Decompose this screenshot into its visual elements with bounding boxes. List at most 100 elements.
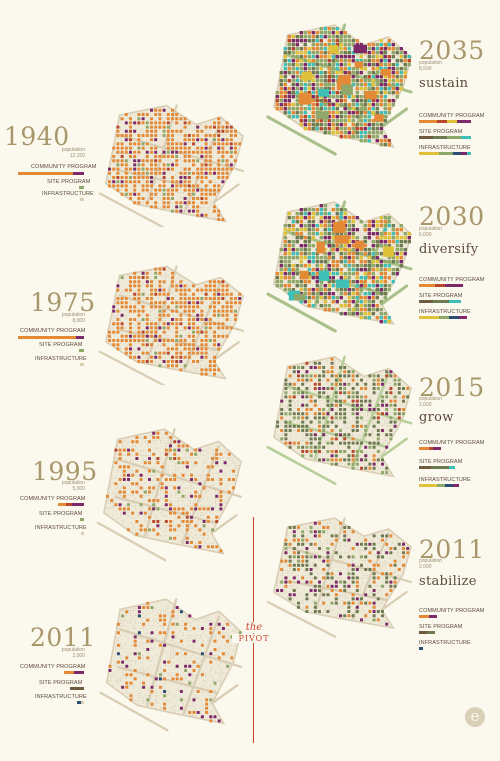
program-cells <box>276 357 410 474</box>
street <box>211 684 239 705</box>
map-2011-current <box>99 598 243 732</box>
program-block <box>383 246 394 257</box>
street <box>266 600 337 638</box>
verb-2011-pivot: stabilize <box>419 574 477 589</box>
site-program-bar-2030 <box>419 300 461 303</box>
program-block <box>315 111 329 120</box>
pivot-title: PIVOT <box>232 634 276 643</box>
site-program-bar-2035 <box>419 136 471 139</box>
program-block <box>380 68 391 76</box>
block-texture <box>105 430 239 554</box>
site-program-label-2011-pivot: SITE PROGRAM <box>419 624 463 630</box>
site-program-label-2030: SITE PROGRAM <box>419 293 463 299</box>
program-block <box>333 221 346 233</box>
infrastructure-label-2011-pivot: INFRASTRUCTURE <box>419 640 471 646</box>
infrastructure-bar-2030 <box>419 316 467 319</box>
verb-2030: diversify <box>419 242 479 257</box>
infrastructure-label-2035: INFRASTRUCTURE <box>419 145 471 151</box>
program-block <box>298 93 312 104</box>
publisher-logo: e <box>465 707 485 727</box>
community-program-label-1940: COMMUNITY PROGRAM <box>31 164 97 170</box>
infrastructure-bar-1995 <box>81 532 84 535</box>
infrastructure-label-1975: INFRASTRUCTURE <box>35 356 87 362</box>
street <box>266 115 337 156</box>
program-block <box>317 89 330 97</box>
population-2030: population 6,000 <box>419 226 443 238</box>
year-1995: 1995 <box>32 457 98 486</box>
program-cells <box>108 601 242 723</box>
infrastructure-bar-2035 <box>419 152 471 155</box>
year-1975: 1975 <box>30 288 96 317</box>
site-program-label-2011-current: SITE PROGRAM <box>39 680 83 686</box>
pivot-the-text: the <box>243 622 265 633</box>
infrastructure-label-1995: INFRASTRUCTURE <box>35 525 87 531</box>
infrastructure-bar-2015 <box>419 484 459 487</box>
population-1940: population 12,150 <box>61 147 85 159</box>
program-block <box>316 241 325 254</box>
year-2015: 2015 <box>419 373 485 402</box>
program-block <box>341 84 353 95</box>
infrastructure-bar-1975 <box>80 363 84 366</box>
population-2035: population 8,500 <box>419 60 443 72</box>
community-program-bar-2011-pivot <box>419 615 437 618</box>
community-program-bar-2035 <box>419 120 471 123</box>
year-1940: 1940 <box>4 122 70 151</box>
street <box>210 514 238 535</box>
program-block <box>334 235 349 244</box>
street <box>212 341 240 362</box>
street <box>380 107 409 129</box>
program-block <box>300 270 309 280</box>
street <box>99 691 169 732</box>
infrastructure-bar-1940 <box>80 198 84 201</box>
community-program-label-2035: COMMUNITY PROGRAM <box>419 113 485 119</box>
population-2011-pivot: population 2,000 <box>419 558 443 570</box>
site-program-bar-2011-pivot <box>419 631 435 634</box>
site-program-label-1940: SITE PROGRAM <box>47 179 91 185</box>
program-cells <box>108 108 242 221</box>
infrastructure-label-2030: INFRASTRUCTURE <box>419 309 471 315</box>
street <box>351 532 390 621</box>
verb-2015: grow <box>419 410 454 425</box>
street <box>116 458 243 498</box>
program-block <box>353 44 368 54</box>
community-program-bar-1995 <box>58 503 84 506</box>
site-program-bar-1975 <box>79 349 84 352</box>
street <box>119 628 243 668</box>
site-program-label-2015: SITE PROGRAM <box>419 459 463 465</box>
population-2015: population 2,000 <box>419 396 443 408</box>
street <box>212 183 240 204</box>
street <box>380 437 408 459</box>
program-block <box>337 75 351 85</box>
street <box>266 292 337 333</box>
community-program-label-2011-pivot: COMMUNITY PROGRAM <box>419 608 485 614</box>
community-program-bar-2030 <box>419 284 463 287</box>
site-program-bar-1995 <box>80 518 84 521</box>
community-program-bar-1975 <box>18 336 84 339</box>
program-block <box>318 270 330 281</box>
year-2011-current: 2011 <box>30 623 96 652</box>
map-1995 <box>96 428 243 562</box>
program-block <box>364 90 377 100</box>
infrastructure-label-1940: INFRASTRUCTURE <box>42 191 94 197</box>
street <box>146 104 178 206</box>
map-2030 <box>266 200 413 333</box>
site-program-bar-2011-current <box>70 687 84 690</box>
program-block <box>354 61 364 68</box>
program-block <box>329 45 338 54</box>
infrastructure-label-2015: INFRASTRUCTURE <box>419 477 471 483</box>
street <box>183 281 222 371</box>
street <box>380 590 408 612</box>
site-program-label-2035: SITE PROGRAM <box>419 129 463 135</box>
program-cells <box>106 431 235 553</box>
street <box>380 284 409 306</box>
program-cells <box>108 267 242 376</box>
population-1995: population 5,000 <box>61 480 85 492</box>
map-1940 <box>98 104 245 227</box>
program-cells <box>276 521 410 626</box>
community-program-label-2030: COMMUNITY PROGRAM <box>419 277 485 283</box>
program-block <box>294 293 306 301</box>
street <box>114 495 218 525</box>
street <box>266 445 337 486</box>
year-2011-pivot: 2011 <box>419 535 485 564</box>
